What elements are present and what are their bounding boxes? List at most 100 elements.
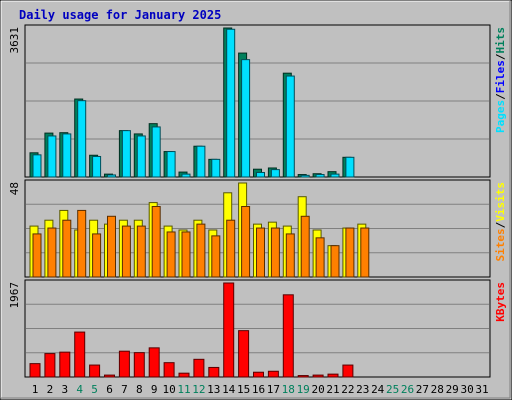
x-tick-label-day-22: 22 <box>341 383 354 396</box>
x-tick-label-day-8: 8 <box>136 383 143 396</box>
bar-sites-day-6 <box>107 215 116 278</box>
panel-kbytes-max-label: 1967 <box>8 282 21 309</box>
bar-files-day-22 <box>345 156 355 178</box>
panel-visits-sites-legend-item-0: Sites <box>494 228 507 261</box>
panel-visits-sites-legend-item-1: / <box>494 221 507 228</box>
bar-kbytes-day-10 <box>163 362 175 378</box>
panel-hits-files-pages-legend-item-1: / <box>494 93 507 100</box>
x-tick-label-day-28: 28 <box>431 383 444 396</box>
bar-sites-day-8 <box>136 225 146 278</box>
bar-files-day-6 <box>107 174 116 178</box>
bar-files-day-1 <box>32 154 42 178</box>
panel-visits-sites-legend-item-2: Visits <box>494 182 507 222</box>
bar-files-day-13 <box>211 158 221 178</box>
bar-kbytes-day-12 <box>193 358 205 378</box>
bar-sites-day-12 <box>196 223 206 278</box>
bar-sites-day-14 <box>226 219 236 278</box>
bar-kbytes-day-16 <box>253 371 264 378</box>
bar-kbytes-day-13 <box>208 366 220 378</box>
x-tick-label-day-15: 15 <box>237 383 250 396</box>
x-tick-label-day-30: 30 <box>460 383 473 396</box>
bar-kbytes-day-18 <box>282 294 294 378</box>
bar-kbytes-day-2 <box>44 353 56 378</box>
bar-kbytes-day-6 <box>104 374 115 378</box>
bar-kbytes-day-20 <box>312 374 324 378</box>
panel-hits-files-pages-legend-item-2: Files <box>494 60 507 93</box>
x-tick-label-day-17: 17 <box>267 383 280 396</box>
panel-kbytes-legend-item-0: KBytes <box>494 282 507 322</box>
bar-sites-day-17 <box>270 227 280 278</box>
x-tick-label-day-19: 19 <box>297 383 310 396</box>
x-tick-label-day-9: 9 <box>151 383 158 396</box>
panel-hits-files-pages-legend-item-4: Hits <box>494 27 507 54</box>
bar-files-day-19 <box>300 174 310 178</box>
x-tick-label-day-2: 2 <box>47 383 54 396</box>
bar-sites-day-11 <box>181 231 191 278</box>
series-sites <box>32 206 370 278</box>
x-tick-label-day-1: 1 <box>32 383 39 396</box>
bar-kbytes-day-15 <box>238 330 250 378</box>
x-tick-label-day-16: 16 <box>252 383 265 396</box>
bar-sites-day-3 <box>62 219 72 278</box>
x-tick-label-day-14: 14 <box>222 383 236 396</box>
x-tick-label-day-10: 10 <box>162 383 175 396</box>
bar-files-day-18 <box>285 75 295 178</box>
panel-visits-sites-legend: Sites/Visits <box>494 182 507 262</box>
x-tick-label-day-27: 27 <box>416 383 429 396</box>
bar-kbytes-day-7 <box>118 350 130 378</box>
bar-files-day-17 <box>270 169 280 178</box>
bar-files-day-2 <box>47 135 57 178</box>
x-tick-label-day-6: 6 <box>106 383 113 396</box>
panel-hits-files-pages-legend: Pages/Files/Hits <box>494 27 507 133</box>
series-files <box>32 28 355 178</box>
bar-files-day-11 <box>181 173 191 178</box>
bar-files-day-16 <box>256 171 265 178</box>
x-tick-label-day-18: 18 <box>282 383 295 396</box>
bar-sites-day-15 <box>241 206 251 278</box>
x-tick-label-day-3: 3 <box>61 383 68 396</box>
bar-sites-day-16 <box>256 227 265 278</box>
bar-sites-day-2 <box>47 227 57 278</box>
bar-files-day-14 <box>226 28 236 178</box>
bar-files-day-8 <box>136 135 146 178</box>
bar-files-day-21 <box>330 173 340 178</box>
bar-files-day-9 <box>151 126 161 178</box>
bar-kbytes-day-11 <box>178 372 190 378</box>
panel-visits-sites-max-label: 48 <box>8 182 21 195</box>
x-tick-label-day-4: 4 <box>76 383 83 396</box>
bar-files-day-5 <box>92 155 102 178</box>
x-tick-label-day-11: 11 <box>177 383 190 396</box>
bar-sites-day-9 <box>151 206 161 278</box>
bar-sites-day-5 <box>92 233 102 278</box>
x-tick-label-day-7: 7 <box>121 383 128 396</box>
panel-hits-files-pages-max-label: 3631 <box>8 27 21 54</box>
bar-files-day-15 <box>241 59 251 178</box>
bar-sites-day-20 <box>315 237 325 278</box>
bar-kbytes-day-17 <box>267 370 279 378</box>
x-tick-label-day-20: 20 <box>311 383 324 396</box>
bar-files-day-20 <box>315 174 325 178</box>
bar-files-day-4 <box>77 100 87 178</box>
panel-hits-files-pages-legend-item-0: Pages <box>494 100 507 133</box>
bar-kbytes-day-22 <box>342 364 354 378</box>
bar-sites-day-4 <box>77 209 87 278</box>
bar-kbytes-day-5 <box>89 364 101 378</box>
bar-kbytes-day-21 <box>327 373 339 378</box>
x-tick-label-day-31: 31 <box>475 383 488 396</box>
bar-files-day-12 <box>196 145 206 178</box>
bar-sites-day-19 <box>300 215 310 278</box>
x-tick-label-day-24: 24 <box>371 383 385 396</box>
panel-kbytes-legend: KBytes <box>494 282 507 322</box>
bar-files-day-10 <box>166 151 176 178</box>
bar-sites-day-23 <box>360 227 370 278</box>
x-tick-label-day-23: 23 <box>356 383 369 396</box>
bar-files-day-7 <box>121 130 131 178</box>
bar-kbytes-day-8 <box>133 352 145 378</box>
bar-sites-day-21 <box>330 245 340 278</box>
bar-sites-day-1 <box>32 233 42 278</box>
x-tick-label-day-12: 12 <box>192 383 205 396</box>
bar-sites-day-7 <box>121 225 131 278</box>
